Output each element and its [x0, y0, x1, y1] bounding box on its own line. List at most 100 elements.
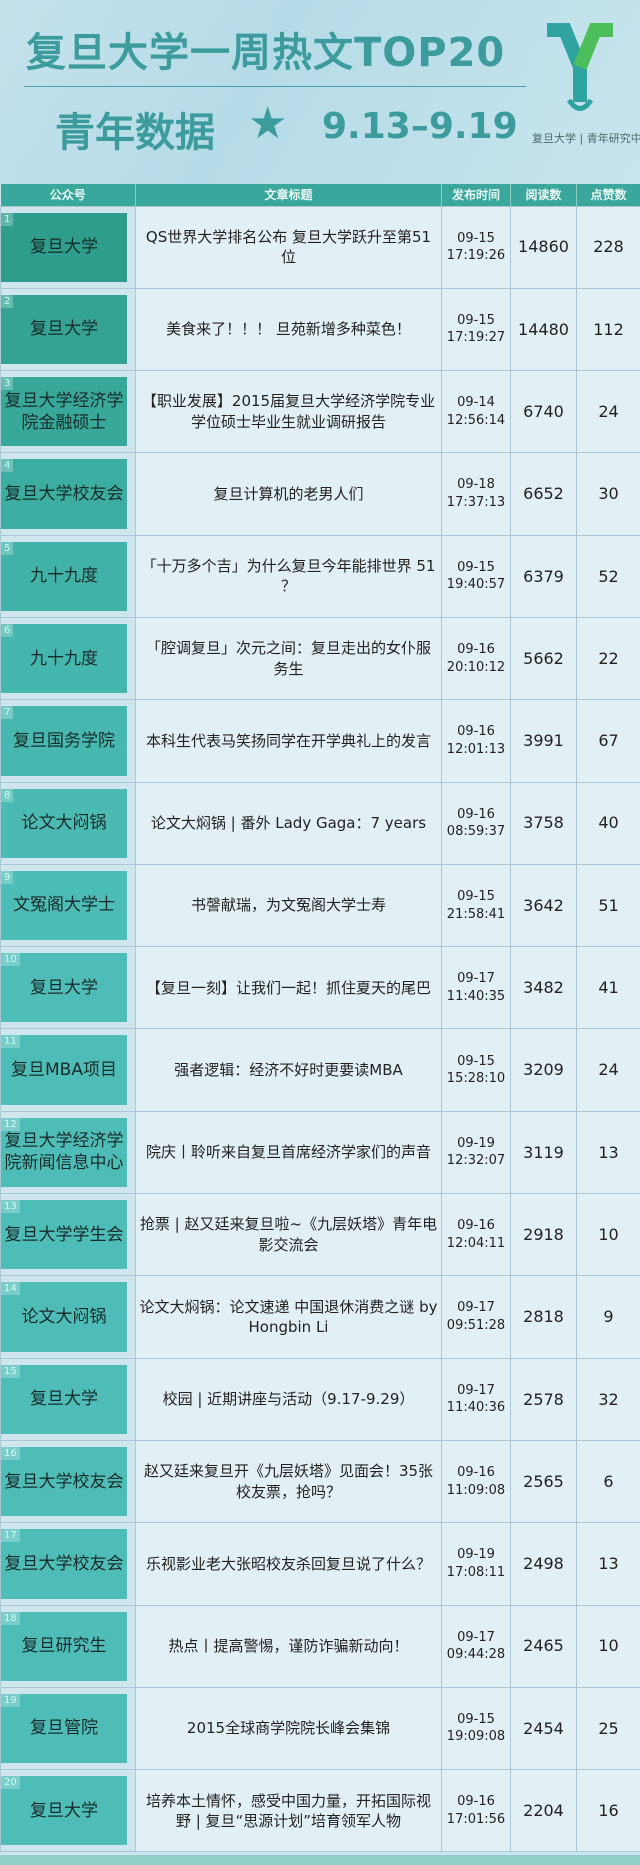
publish-time: 09-16 12:01:13 — [441, 699, 511, 783]
publish-time: 09-18 17:37:13 — [441, 452, 511, 536]
account-cell: 20 复旦大学 — [0, 1769, 136, 1853]
table-row[interactable]: 20 复旦大学 培养本土情怀，感受中国力量，开拓国际视野 | 复旦“思源计划”培育… — [0, 1769, 640, 1853]
col-likes: 点赞数 — [576, 184, 640, 206]
article-title[interactable]: 复旦计算机的老男人们 — [135, 452, 442, 536]
article-title[interactable]: 「腔调复旦」次元之间：复旦走出的女仆服务生 — [135, 616, 442, 701]
article-title[interactable]: 【职业发展】2015届复旦大学经济学院专业学位硕士毕业生就业调研报告 — [135, 370, 442, 454]
account-cell: 14 论文大闷锅 — [0, 1275, 136, 1359]
article-title[interactable]: 院庆丨聆听来自复旦首席经济学家们的声音 — [135, 1110, 442, 1195]
account-cell: 10 复旦大学 — [0, 946, 136, 1030]
article-title-text: 论文大焖锅：论文速递 中国退休消费之谜 by Hongbin Li — [139, 1297, 438, 1336]
account-box: 19 复旦管院 — [1, 1693, 127, 1764]
rank-label: 17 — [1, 1529, 20, 1543]
like-count: 51 — [576, 863, 640, 948]
account-cell: 7 复旦国务学院 — [0, 699, 136, 783]
publish-date: 09-19 — [457, 1547, 495, 1563]
article-title[interactable]: 「十万多个吉」为什么复旦今年能排世界 51 ？ — [135, 534, 442, 618]
account-name: 复旦国务学院 — [13, 730, 115, 751]
account-box: 7 复旦国务学院 — [1, 706, 127, 776]
table-row[interactable]: 1 复旦大学 QS世界大学排名公布 复旦大学跃升至第51位 09-15 17:19:… — [0, 205, 640, 289]
table-row[interactable]: 18 复旦研究生 热点丨提高警惕，谨防诈骗新动向！ 09-17 09:44:28 2… — [0, 1604, 640, 1688]
article-title[interactable]: 校园 | 近期讲座与活动（9.17-9.29） — [135, 1357, 442, 1441]
publish-clock: 17:37:13 — [446, 495, 506, 511]
table-row[interactable]: 2 复旦大学 美食来了！！！ 旦苑新增多种菜色！ 09-15 17:19:27 14… — [0, 287, 640, 372]
account-cell: 8 论文大闷锅 — [0, 781, 136, 865]
article-title[interactable]: 抢票 | 赵又廷来复旦啦~《九层妖塔》青年电影交流会 — [135, 1193, 442, 1277]
article-title[interactable]: 2015全球商学院院长峰会集锦 — [135, 1686, 442, 1771]
read-count: 14480 — [510, 287, 577, 372]
article-title[interactable]: 本科生代表马笑扬同学在开学典礼上的发言 — [135, 699, 442, 783]
read-count: 2498 — [510, 1522, 577, 1606]
table-row[interactable]: 6 九十九度 「腔调复旦」次元之间：复旦走出的女仆服务生 09-16 20:10:1… — [0, 616, 640, 701]
account-box: 18 复旦研究生 — [1, 1611, 127, 1681]
table-row[interactable]: 14 论文大闷锅 论文大焖锅：论文速递 中国退休消费之谜 by Hongbin L… — [0, 1275, 640, 1359]
table-row[interactable]: 5 九十九度 「十万多个吉」为什么复旦今年能排世界 51 ？ 09-15 19:40… — [0, 534, 640, 618]
article-title[interactable]: 论文大焖锅 | 番外 Lady Gaga：7 years — [135, 781, 442, 865]
publish-clock: 15:28:10 — [446, 1071, 506, 1087]
account-name: 复旦大学校友会 — [4, 1553, 124, 1574]
publish-clock: 20:10:12 — [446, 659, 506, 675]
account-name: 复旦大学 — [30, 319, 98, 340]
account-cell: 9 文冤阁大学士 — [0, 863, 136, 948]
article-title[interactable]: 论文大焖锅：论文速递 中国退休消费之谜 by Hongbin Li — [135, 1275, 442, 1359]
star-icon: ★ — [248, 98, 288, 149]
table-row[interactable]: 4 复旦大学校友会 复旦计算机的老男人们 09-18 17:37:13 6652 3… — [0, 452, 640, 536]
table-row[interactable]: 8 论文大闷锅 论文大焖锅 | 番外 Lady Gaga：7 years 09-1… — [0, 781, 640, 865]
article-title[interactable]: 乐视影业老大张昭校友杀回复旦说了什么？ — [135, 1522, 442, 1606]
publish-date: 09-17 — [457, 1300, 495, 1316]
like-count: 25 — [576, 1686, 640, 1771]
account-name: 复旦管院 — [30, 1718, 98, 1739]
publish-time: 09-15 21:58:41 — [441, 863, 511, 948]
read-count: 2818 — [510, 1275, 577, 1359]
rank-label: 10 — [1, 953, 20, 967]
col-title: 文章标题 — [135, 184, 442, 206]
rank-label: 20 — [1, 1776, 20, 1790]
read-count: 2918 — [510, 1193, 577, 1277]
article-title[interactable]: 强者逻辑：经济不好时更要读MBA — [135, 1028, 442, 1112]
publish-clock: 17:19:27 — [446, 330, 506, 346]
rank-label: 14 — [1, 1282, 20, 1296]
account-cell: 2 复旦大学 — [0, 287, 136, 372]
account-name: 复旦大学学生会 — [4, 1224, 124, 1245]
article-title-text: 强者逻辑：经济不好时更要读MBA — [174, 1060, 403, 1079]
table-row[interactable]: 13 复旦大学学生会 抢票 | 赵又廷来复旦啦~《九层妖塔》青年电影交流会 09-… — [0, 1193, 640, 1277]
table-row[interactable]: 11 复旦MBA项目 强者逻辑：经济不好时更要读MBA 09-15 15:28:10… — [0, 1028, 640, 1112]
table-row[interactable]: 15 复旦大学 校园 | 近期讲座与活动（9.17-9.29） 09-17 11:4… — [0, 1357, 640, 1441]
page-title: 复旦大学一周热文TOP20 — [26, 30, 506, 76]
publish-date: 09-15 — [457, 1053, 495, 1069]
table-row[interactable]: 3 复旦大学经济学院金融硕士 【职业发展】2015届复旦大学经济学院专业学位硕士毕… — [0, 370, 640, 454]
account-box: 9 文冤阁大学士 — [1, 870, 127, 941]
table-row[interactable]: 7 复旦国务学院 本科生代表马笑扬同学在开学典礼上的发言 09-16 12:01:1… — [0, 699, 640, 783]
article-title[interactable]: 热点丨提高警惕，谨防诈骗新动向！ — [135, 1604, 442, 1688]
publish-time: 09-17 09:51:28 — [441, 1275, 511, 1359]
publish-date: 09-16 — [457, 1465, 495, 1481]
table-row[interactable]: 17 复旦大学校友会 乐视影业老大张昭校友杀回复旦说了什么？ 09-19 17:08… — [0, 1522, 640, 1606]
table-row[interactable]: 9 文冤阁大学士 书謦献瑞，为文冤阁大学士寿 09-15 21:58:41 3642… — [0, 863, 640, 948]
table-row[interactable]: 16 复旦大学校友会 赵又廷来复旦开《九层妖塔》见面会！35张校友票，抢吗？ 09… — [0, 1439, 640, 1524]
article-title[interactable]: 书謦献瑞，为文冤阁大学士寿 — [135, 863, 442, 948]
footer-bar — [0, 1855, 640, 1865]
table-row[interactable]: 12 复旦大学经济学院新闻信息中心 院庆丨聆听来自复旦首席经济学家们的声音 09-… — [0, 1110, 640, 1195]
table-row[interactable]: 10 复旦大学 【复旦一刻】让我们一起！抓住夏天的尾巴 09-17 11:40:35… — [0, 946, 640, 1030]
article-title[interactable]: 培养本土情怀，感受中国力量，开拓国际视野 | 复旦“思源计划”培育领军人物 — [135, 1769, 442, 1853]
publish-date: 09-17 — [457, 971, 495, 987]
publish-date: 09-17 — [457, 1629, 495, 1645]
article-title[interactable]: 美食来了！！！ 旦苑新增多种菜色！ — [135, 287, 442, 372]
like-count: 24 — [576, 370, 640, 454]
publish-clock: 11:40:36 — [446, 1400, 506, 1416]
publish-clock: 12:56:14 — [446, 412, 506, 428]
publish-date: 09-16 — [457, 1218, 495, 1234]
table-header: 公众号 文章标题 发布时间 阅读数 点赞数 — [0, 184, 640, 206]
publish-clock: 19:09:08 — [446, 1729, 506, 1745]
read-count: 3991 — [510, 699, 577, 783]
article-title[interactable]: 赵又廷来复旦开《九层妖塔》见面会！35张校友票，抢吗？ — [135, 1439, 442, 1524]
table-row[interactable]: 19 复旦管院 2015全球商学院院长峰会集锦 09-15 19:09:08 245… — [0, 1686, 640, 1771]
like-count: 228 — [576, 205, 640, 289]
article-title[interactable]: 【复旦一刻】让我们一起！抓住夏天的尾巴 — [135, 946, 442, 1030]
article-title[interactable]: QS世界大学排名公布 复旦大学跃升至第51位 — [135, 205, 442, 289]
account-box: 16 复旦大学校友会 — [1, 1446, 127, 1517]
account-cell: 6 九十九度 — [0, 616, 136, 701]
article-title-text: 院庆丨聆听来自复旦首席经济学家们的声音 — [145, 1143, 431, 1162]
publish-clock: 11:40:35 — [446, 988, 506, 1004]
account-cell: 16 复旦大学校友会 — [0, 1439, 136, 1524]
